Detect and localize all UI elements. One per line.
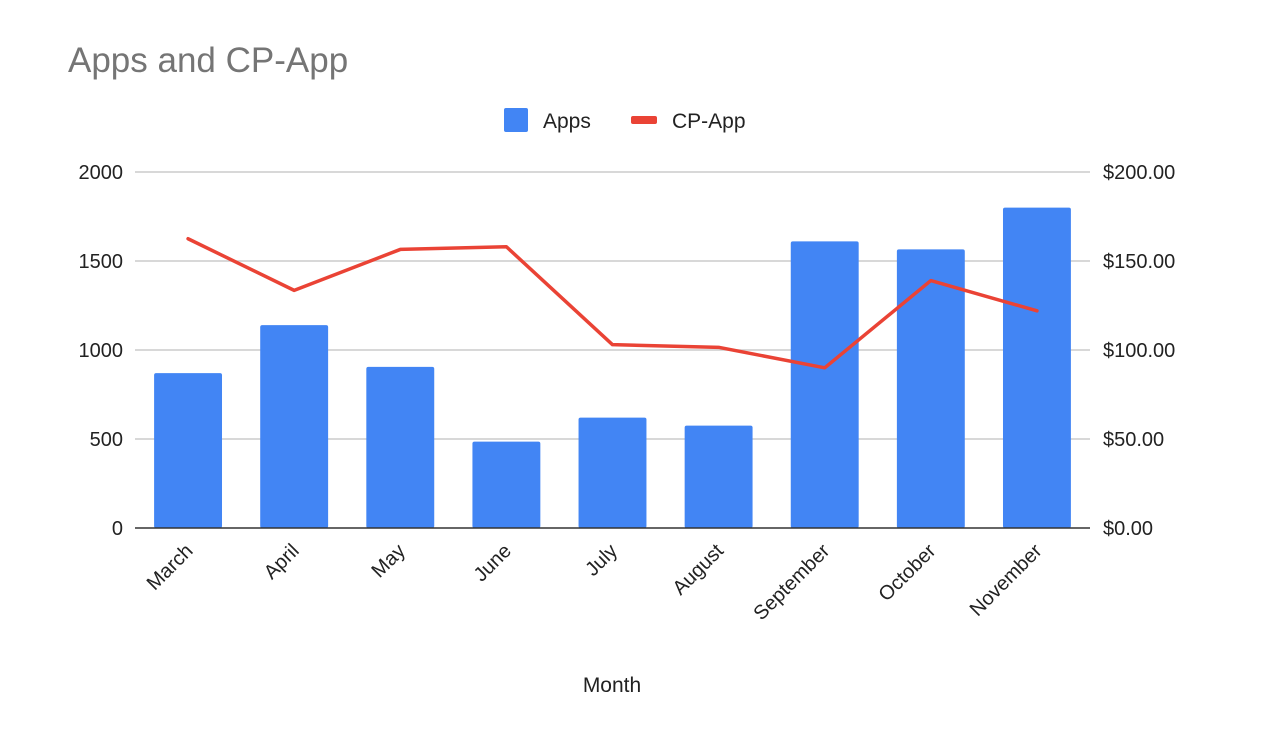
- y2-tick-label: $200.00: [1103, 162, 1175, 184]
- x-tick-label: October: [874, 540, 940, 606]
- point-cp-app-october: [929, 279, 932, 282]
- point-cp-app-august: [717, 346, 720, 349]
- point-cp-app-may: [399, 248, 402, 251]
- point-cp-app-april: [293, 289, 296, 292]
- y2-tick-label: $100.00: [1103, 340, 1175, 362]
- bar-apps-may: [366, 366, 435, 528]
- legend-item-cp-app[interactable]: CP-App: [631, 110, 746, 133]
- y-axis-left-ticks: 0 500 1000 1500 2000: [79, 162, 124, 540]
- line-cp-app: [186, 237, 1039, 370]
- point-cp-app-july: [611, 343, 614, 346]
- legend-label-apps: Apps: [543, 110, 591, 133]
- x-tick-label: November: [966, 540, 1047, 621]
- y-axis-right-ticks: $0.00 $50.00 $100.00 $150.00 $200.00: [1103, 162, 1175, 540]
- x-tick-label: August: [669, 540, 729, 600]
- bar-apps-september: [790, 241, 859, 529]
- bar-apps-july: [578, 417, 647, 528]
- y-tick-label: 1500: [79, 251, 124, 273]
- x-axis-ticks: March April May June July August September Octo…: [143, 540, 1047, 625]
- legend-item-apps[interactable]: Apps: [504, 108, 591, 133]
- point-cp-app-november: [1035, 309, 1038, 312]
- bar-apps-june: [472, 441, 541, 528]
- y-tick-label: 500: [90, 429, 123, 451]
- bar-apps-november: [1002, 207, 1071, 528]
- bars-apps: [154, 207, 1071, 529]
- bar-apps-august: [684, 425, 753, 528]
- legend-label-cp-app: CP-App: [672, 110, 746, 133]
- point-cp-app-june: [505, 245, 508, 248]
- point-cp-app-september: [823, 366, 826, 369]
- x-tick-label: March: [143, 540, 198, 595]
- x-tick-label: September: [750, 540, 835, 625]
- point-cp-app-march: [187, 237, 190, 240]
- y-tick-label: 1000: [79, 340, 124, 362]
- y-tick-label: 0: [112, 518, 123, 540]
- x-tick-label: April: [260, 540, 304, 584]
- legend-swatch-apps: [504, 108, 528, 132]
- x-tick-label: June: [470, 540, 516, 586]
- bar-apps-march: [154, 373, 223, 528]
- legend-swatch-cp-app: [631, 116, 657, 124]
- x-axis-title: Month: [583, 674, 641, 697]
- y-tick-label: 2000: [79, 162, 124, 184]
- line-cp-app-path: [186, 237, 1039, 370]
- legend[interactable]: Apps CP-App: [504, 108, 746, 133]
- chart-title: Apps and CP-App: [68, 41, 348, 80]
- bar-apps-april: [260, 325, 329, 528]
- x-tick-label: May: [368, 540, 410, 582]
- bar-apps-october: [896, 249, 965, 528]
- y2-tick-label: $150.00: [1103, 251, 1175, 273]
- x-tick-label: July: [581, 540, 622, 581]
- y2-tick-label: $50.00: [1103, 429, 1164, 451]
- y2-tick-label: $0.00: [1103, 518, 1153, 540]
